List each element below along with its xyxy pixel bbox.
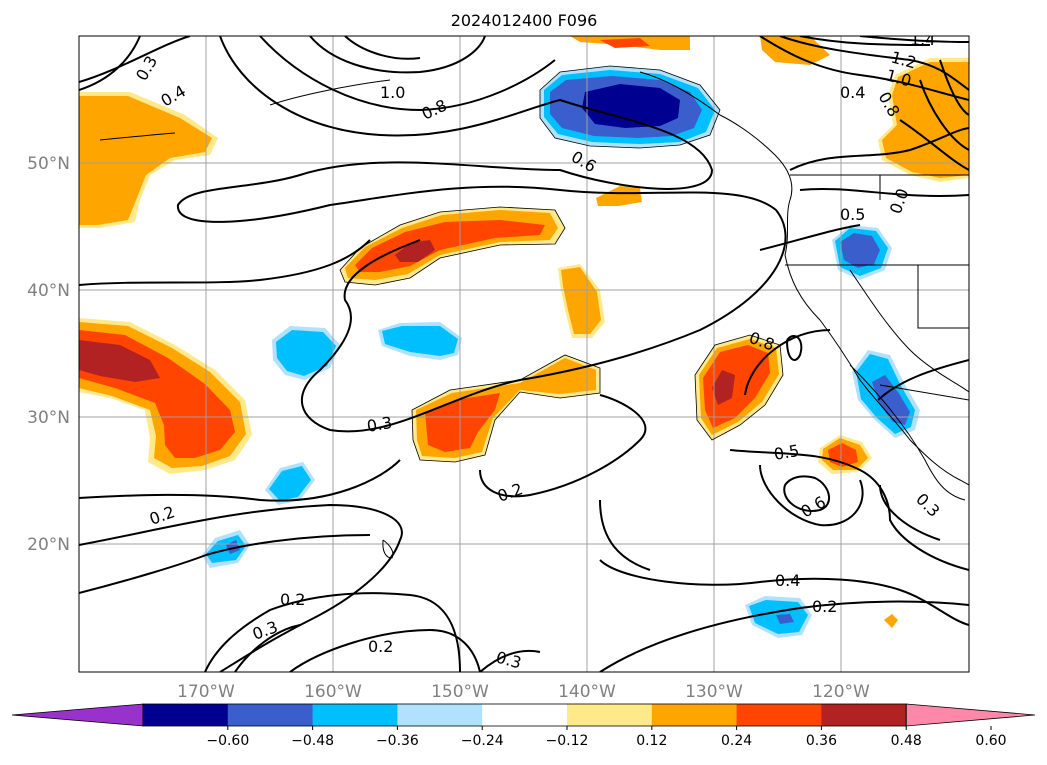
colorbar-tick-label: 0.60 — [975, 733, 1006, 749]
anomaly-positive-region — [884, 614, 898, 628]
lon-label: 150°W — [431, 682, 489, 702]
lon-label: 160°W — [304, 682, 362, 702]
colorbar-tick-label: 0.12 — [636, 733, 667, 749]
lon-label: 130°W — [685, 682, 743, 702]
colorbar-tick-label: −0.60 — [206, 733, 249, 749]
colorbar-extend-max — [905, 703, 1036, 727]
anomaly-negative-region — [276, 330, 336, 376]
anomaly-negative-region — [382, 326, 458, 356]
plot-frame — [78, 35, 970, 673]
contour-label: 1.0 — [380, 83, 405, 102]
colorbar-segment — [567, 704, 653, 726]
lon-label: 120°W — [812, 682, 870, 702]
colorbar-segment — [312, 704, 398, 726]
contour-label: 0.2 — [812, 597, 837, 616]
anomaly-positive-region — [703, 345, 770, 428]
anomaly-negative-region — [840, 233, 880, 268]
colorbar-segment — [821, 704, 907, 726]
longitude-labels: 170°W 160°W 150°W 140°W 130°W 120°W — [177, 682, 870, 702]
colorbar-segments — [11, 703, 1036, 727]
lat-label: 30°N — [27, 408, 70, 428]
anomaly-positive-region — [760, 36, 830, 65]
anomaly-negative-region — [269, 466, 311, 501]
plot-content: 0.3 0.4 1.0 0.8 0.6 1.4 1.2 1.0 0.8 0.4 … — [79, 30, 969, 672]
contour-lines — [79, 36, 969, 672]
lon-label: 140°W — [558, 682, 616, 702]
colorbar-tick-label: −0.48 — [291, 733, 334, 749]
anomaly-positive-region — [600, 38, 650, 48]
contour-label: 1.4 — [910, 30, 935, 49]
anomaly-negative-region — [582, 84, 680, 128]
anomaly-positive-region — [395, 240, 435, 262]
anomaly-positive-region — [425, 393, 500, 452]
contour-label: 0.4 — [775, 571, 800, 590]
lat-label: 20°N — [27, 535, 70, 555]
contour-label: 0.3 — [365, 413, 393, 436]
colorbar-tick-label: −0.24 — [461, 733, 504, 749]
anomaly-positive-region — [882, 62, 969, 178]
anomaly-positive-region — [79, 96, 212, 225]
colorbar-segment — [736, 704, 822, 726]
anomaly-positive-region — [561, 267, 601, 334]
lon-label: 170°W — [177, 682, 235, 702]
colorbar: −0.60 −0.48 −0.36 −0.24 −0.12 0.12 0.24 0.36 0.4… — [11, 703, 1036, 749]
colorbar-ticks: −0.60 −0.48 −0.36 −0.24 −0.12 0.12 0.24 0.36 0.4… — [206, 726, 1007, 749]
contour-label: 0.5 — [772, 441, 800, 464]
contour-label: 0.2 — [368, 637, 393, 656]
anomaly-negative-region — [872, 375, 910, 425]
outline-contours — [339, 65, 784, 463]
colorbar-segment — [143, 704, 229, 726]
colorbar-frame — [142, 703, 907, 727]
coastlines — [99, 71, 969, 559]
colorbar-tick-label: −0.36 — [376, 733, 419, 749]
colorbar-segment — [651, 704, 738, 726]
latitude-labels: 50°N 40°N 30°N 20°N — [27, 154, 70, 555]
anomaly-negative-region — [776, 614, 794, 624]
anomaly-positive-region — [79, 340, 160, 382]
lat-label: 50°N — [27, 154, 70, 174]
colorbar-tick-label: 0.36 — [806, 733, 837, 749]
colorbar-tick-label: −0.12 — [546, 733, 589, 749]
colorbar-segment — [482, 704, 568, 726]
colorbar-tick-label: 0.48 — [891, 733, 922, 749]
colorbar-segment — [227, 704, 314, 726]
plot-area — [79, 36, 969, 672]
map-title: 2024012400 F096 — [451, 11, 598, 30]
colorbar-tick-label: 0.24 — [721, 733, 752, 749]
anomaly-positive-region — [596, 186, 642, 206]
contour-label: 0.2 — [280, 590, 305, 609]
anomaly-positive-region — [712, 370, 735, 405]
contour-label: 0.5 — [840, 205, 865, 224]
contour-label: 0.4 — [840, 83, 865, 102]
colorbar-extend-min — [11, 703, 144, 727]
colorbar-segment — [397, 704, 483, 726]
lat-label: 40°N — [27, 281, 70, 301]
grid-lines — [79, 36, 969, 672]
